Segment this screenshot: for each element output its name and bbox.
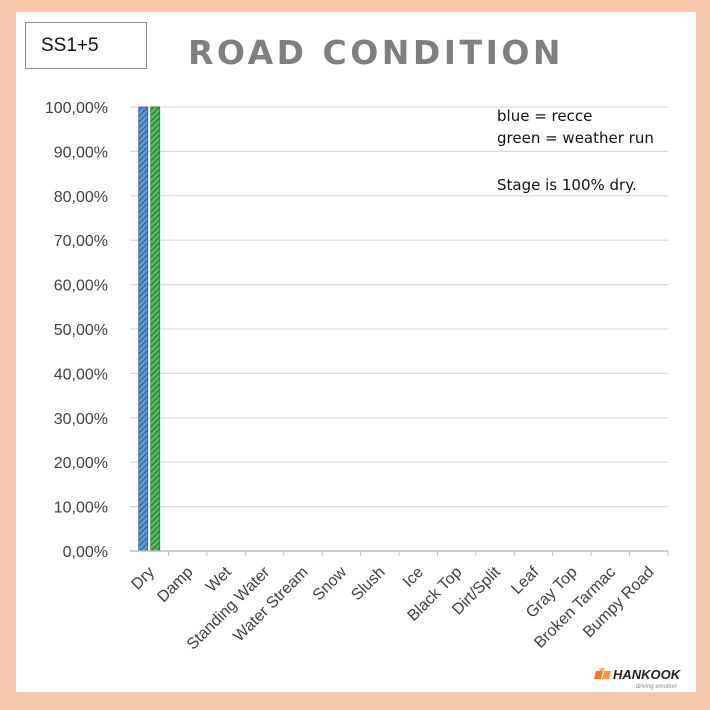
x-tick-label: Slush (348, 564, 388, 604)
chart-card (16, 12, 696, 692)
x-tick-label: Leaf (508, 563, 542, 597)
y-tick-label: 0,00% (63, 544, 108, 561)
y-axis-ticks: 0,00% 10,00% 20,00% 30,00% 40,00% 50,00% 60,00… (45, 100, 108, 561)
y-tick-label: 50,00% (54, 322, 108, 339)
hankook-tagline: driving emotion (636, 684, 677, 690)
y-tick-label: 100,00% (45, 100, 108, 117)
y-tick-label: 30,00% (54, 411, 108, 428)
hankook-flag-icon (594, 668, 611, 679)
y-tick-label: 80,00% (54, 189, 108, 206)
hankook-wordmark: HANKOOK (613, 667, 682, 682)
y-tick-label: 40,00% (54, 366, 108, 383)
gridlines (130, 106, 668, 508)
chart-annotation: Stage is 100% dry. (497, 176, 637, 194)
x-tick-label: Snow (310, 563, 351, 604)
y-tick-label: 20,00% (54, 455, 108, 472)
bar (150, 106, 161, 552)
x-tick-label: Ice (400, 564, 427, 591)
x-tick-label: Dry (128, 564, 158, 594)
bar (138, 106, 149, 552)
hankook-logo: HANKOOK driving emotion (594, 667, 682, 690)
x-tick-label: Damp (154, 564, 196, 606)
annotations: blue = recce green = weather run Stage is … (497, 107, 654, 194)
y-tick-label: 70,00% (54, 233, 108, 250)
y-tick-label: 60,00% (54, 278, 108, 295)
chart-annotation: green = weather run (497, 129, 654, 147)
chart-annotation: blue = recce (497, 107, 592, 125)
stage-label: SS1+5 (25, 22, 147, 69)
chart-title: ROAD CONDITION (188, 33, 565, 72)
x-tick-label: Wet (203, 563, 235, 595)
y-tick-label: 10,00% (54, 500, 108, 517)
y-tick-label: 90,00% (54, 144, 108, 161)
